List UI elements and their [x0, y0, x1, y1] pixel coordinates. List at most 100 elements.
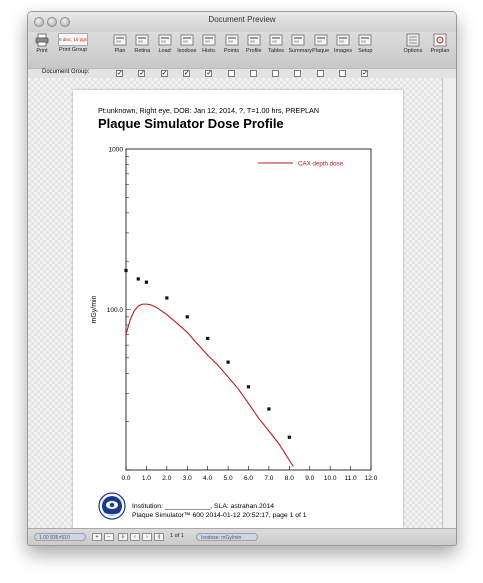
- x-axis-label: mm: [222, 489, 234, 490]
- document-group-checkbox[interactable]: [272, 70, 280, 77]
- document-group-checkbox[interactable]: ✓: [361, 70, 369, 77]
- tool-label: Points: [223, 48, 240, 54]
- document-group-checkbox[interactable]: [249, 70, 257, 77]
- preplan-button[interactable]: Preplan: [429, 33, 451, 54]
- measure-readout: Isodose: mGy/min: [196, 533, 258, 541]
- measured-dose-point: [144, 280, 149, 284]
- tables-icon: [269, 34, 283, 46]
- document-group-checkbox[interactable]: ✓: [160, 70, 168, 77]
- tool-label: Profile: [246, 48, 262, 54]
- document-group-label: Document Group:: [42, 69, 90, 75]
- tool-tables-button[interactable]: Tables: [266, 33, 286, 54]
- footer-version: Plaque Simulator™ 600 2014-01-12 20:52:1…: [132, 512, 307, 519]
- cax-depth-dose-line: [125, 303, 294, 467]
- preview-area: Pt:unknown, Right eye, DOB: Jan 12, 2014…: [28, 78, 456, 528]
- dose-profile-chart: 0.0 1.0 2.0 3.0 4.0 5.0 6.0 7.0 8.0 9.0 10.0 11.0 12…: [91, 147, 378, 491]
- zoom-in-button[interactable]: +: [92, 533, 102, 541]
- document-preview-window: Document Preview Print 6 disc, 10 pgs Pr…: [27, 11, 457, 546]
- zoom-window-button[interactable]: [60, 17, 70, 27]
- print-group-button[interactable]: 6 disc, 10 pgs Print Group: [56, 33, 90, 53]
- preplan-icon: [433, 33, 447, 47]
- isodose-icon: [180, 34, 194, 46]
- page-title: Plaque Simulator Dose Profile: [98, 116, 284, 131]
- measured-dose-point: [206, 336, 210, 341]
- print-group-label: Print Group: [58, 47, 88, 53]
- x-tick-label: 10.0: [324, 475, 337, 482]
- tool-label: Plaque: [312, 48, 330, 54]
- options-button[interactable]: Options: [402, 33, 424, 54]
- page-counter: 1 of 1: [170, 533, 184, 539]
- document-group-checkbox[interactable]: ✓: [116, 70, 123, 77]
- minimize-window-button[interactable]: [47, 17, 57, 27]
- measured-dose-point: [226, 360, 230, 364]
- measured-dose-point: [267, 407, 271, 411]
- print-button[interactable]: Print: [34, 33, 50, 54]
- tool-plaque-button[interactable]: Plaque: [311, 33, 331, 54]
- x-tick-label: 0.0: [121, 475, 130, 482]
- document-page: Pt:unknown, Right eye, DOB: Jan 12, 2014…: [73, 90, 403, 528]
- options-label: Options: [403, 48, 423, 54]
- zoom-out-button[interactable]: −: [104, 533, 114, 541]
- tool-histo-button[interactable]: Histo.: [199, 33, 219, 54]
- first-page-button[interactable]: |‹: [118, 533, 128, 541]
- close-window-button[interactable]: [34, 17, 44, 27]
- tool-points-button[interactable]: Points: [222, 33, 242, 54]
- tool-label: Setup: [358, 48, 373, 54]
- tool-label: Tables: [268, 48, 285, 54]
- preplan-label: Preplan: [430, 48, 450, 54]
- plot-frame: [125, 148, 372, 471]
- toolbar: Print 6 disc, 10 pgs Print Group Plan Ret…: [28, 32, 456, 68]
- window-title: Document Preview: [208, 15, 276, 24]
- title-bar: Document Preview: [28, 12, 456, 33]
- tool-label: Load: [158, 48, 171, 54]
- x-tick-label: 11.0: [344, 475, 357, 482]
- tool-profile-button[interactable]: Profile: [244, 33, 264, 54]
- measured-dose-point: [136, 277, 140, 281]
- printer-icon: [35, 33, 49, 47]
- x-tick-label: 8.0: [285, 475, 294, 482]
- plaque-icon: [314, 34, 328, 46]
- measured-dose-point: [124, 268, 128, 273]
- x-tick-label: 12.0: [365, 475, 378, 482]
- legend-label: CAX depth dose: [298, 160, 344, 167]
- images-icon: [336, 34, 350, 46]
- document-group-checkbox[interactable]: ✓: [138, 70, 146, 77]
- tool-load-button[interactable]: Load: [155, 33, 175, 54]
- last-page-button[interactable]: ›|: [154, 533, 164, 541]
- document-group-checkbox[interactable]: [294, 70, 302, 77]
- tool-retina-button[interactable]: Retina: [132, 33, 152, 54]
- document-group-checkbox[interactable]: ✓: [182, 70, 190, 77]
- vertical-scrollbar[interactable]: [442, 78, 456, 528]
- tool-isodose-button[interactable]: Isodose: [177, 33, 197, 54]
- x-tick-label: 4.0: [203, 475, 212, 482]
- x-tick-label: 1.0: [142, 475, 151, 482]
- document-group-checkbox[interactable]: ✓: [205, 70, 213, 77]
- tool-images-button[interactable]: Images: [333, 33, 353, 54]
- zoom-readout: 1.00 836×510: [34, 533, 86, 541]
- x-tick-label: 3.0: [183, 475, 192, 482]
- y-tick-label: 100.0: [107, 307, 124, 314]
- status-bar: 1.00 836×510 + − |‹ ‹ › ›| 1 of 1 Isodos…: [28, 528, 456, 545]
- options-icon: [406, 33, 420, 47]
- next-page-button[interactable]: ›: [142, 533, 152, 541]
- prev-page-button[interactable]: ‹: [130, 533, 140, 541]
- measured-dose-point: [287, 435, 291, 439]
- print-group-preview: 6 disc, 10 pgs: [58, 33, 88, 46]
- measured-dose-point: [165, 296, 169, 300]
- document-group-checkbox[interactable]: [316, 70, 324, 77]
- tool-plan-button[interactable]: Plan: [110, 33, 130, 54]
- tool-summary-button[interactable]: Summary: [288, 33, 312, 54]
- patient-header: Pt:unknown, Right eye, DOB: Jan 12, 2014…: [98, 106, 320, 115]
- retina-icon: [135, 34, 149, 46]
- x-tick-label: 7.0: [264, 475, 273, 482]
- measured-dose-point: [185, 315, 189, 319]
- eye-physics-logo: [98, 492, 126, 520]
- document-group-checkbox[interactable]: [339, 70, 346, 77]
- y-tick-label: 1000: [109, 147, 124, 154]
- tool-label: Plan: [114, 48, 126, 54]
- footer-institution: Institution: ____________, SLA: astrahan…: [132, 503, 275, 510]
- y-axis-label: mGy/min: [91, 295, 98, 323]
- tool-setup-button[interactable]: Setup: [355, 33, 375, 54]
- tool-label: Histo.: [202, 48, 217, 54]
- document-group-checkbox[interactable]: [227, 70, 235, 77]
